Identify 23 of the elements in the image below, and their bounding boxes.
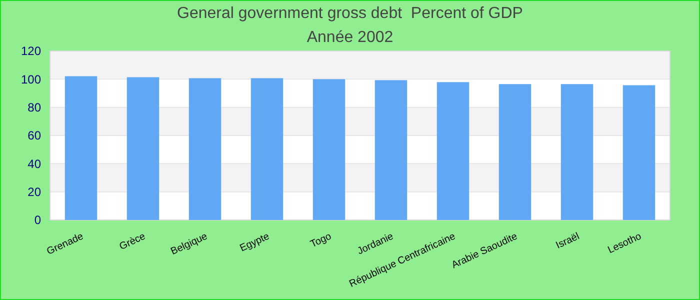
bar xyxy=(250,78,284,220)
bar xyxy=(312,79,346,220)
x-tick-label: Togo xyxy=(308,230,334,250)
x-tick-label: Egypte xyxy=(238,230,272,254)
bar xyxy=(436,82,470,220)
bar xyxy=(188,78,222,220)
y-tick-label: 40 xyxy=(28,156,42,171)
x-tick-label: Grèce xyxy=(118,230,148,253)
bar xyxy=(498,84,532,220)
y-tick-label: 120 xyxy=(20,44,42,58)
bar xyxy=(64,76,98,220)
bar xyxy=(126,77,160,220)
y-tick-label: 60 xyxy=(28,128,42,143)
y-tick-label: 0 xyxy=(34,213,42,228)
bar xyxy=(374,80,408,220)
chart-subtitle: Année 2002 xyxy=(306,29,394,46)
y-tick-label: 100 xyxy=(20,72,42,86)
y-tick-label: 20 xyxy=(28,185,42,200)
bar xyxy=(622,85,656,220)
chart-title: General government gross debt Percent of GDP xyxy=(177,5,523,22)
y-tick-label: 80 xyxy=(28,100,42,115)
x-tick-label: Israël xyxy=(554,231,582,252)
bar xyxy=(560,84,594,220)
